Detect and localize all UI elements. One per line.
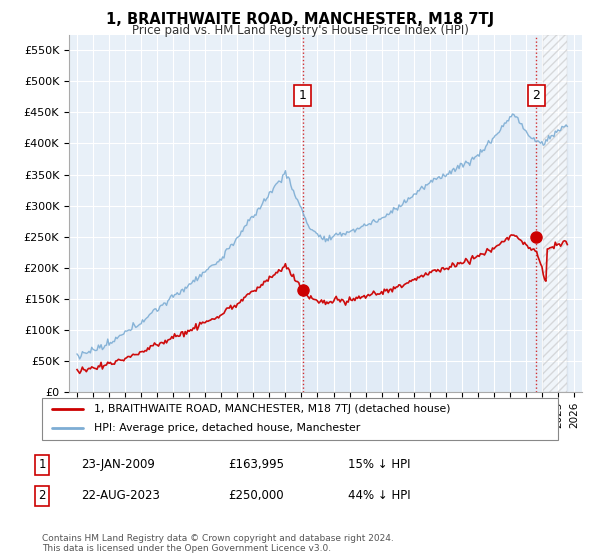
Text: £163,995: £163,995 xyxy=(228,458,284,472)
FancyBboxPatch shape xyxy=(42,398,558,440)
Text: 1, BRAITHWAITE ROAD, MANCHESTER, M18 7TJ (detached house): 1, BRAITHWAITE ROAD, MANCHESTER, M18 7TJ… xyxy=(94,404,450,414)
Text: 44% ↓ HPI: 44% ↓ HPI xyxy=(348,489,410,502)
Text: £250,000: £250,000 xyxy=(228,489,284,502)
Text: HPI: Average price, detached house, Manchester: HPI: Average price, detached house, Manc… xyxy=(94,423,360,433)
Text: 2: 2 xyxy=(38,489,46,502)
Text: 23-JAN-2009: 23-JAN-2009 xyxy=(81,458,155,472)
Text: Price paid vs. HM Land Registry's House Price Index (HPI): Price paid vs. HM Land Registry's House … xyxy=(131,24,469,37)
Text: 1, BRAITHWAITE ROAD, MANCHESTER, M18 7TJ: 1, BRAITHWAITE ROAD, MANCHESTER, M18 7TJ xyxy=(106,12,494,27)
Text: 22-AUG-2023: 22-AUG-2023 xyxy=(81,489,160,502)
Text: Contains HM Land Registry data © Crown copyright and database right 2024.
This d: Contains HM Land Registry data © Crown c… xyxy=(42,534,394,553)
Text: 1: 1 xyxy=(38,458,46,472)
Text: 1: 1 xyxy=(299,89,307,102)
Text: 2: 2 xyxy=(532,89,540,102)
Text: 15% ↓ HPI: 15% ↓ HPI xyxy=(348,458,410,472)
